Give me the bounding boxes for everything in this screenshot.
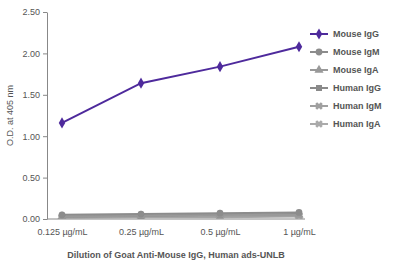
x-tick: 0.125 µg/mL <box>37 219 87 237</box>
y-axis: 0.00 0.50 1.00 1.50 2.00 2.50 <box>22 7 47 224</box>
legend-label: Mouse IgM <box>333 47 380 57</box>
point-marker <box>138 78 144 89</box>
point-marker <box>138 211 145 218</box>
y-tick: 1.00 <box>22 132 47 142</box>
y-axis-line <box>47 13 48 220</box>
legend-label: Human IgM <box>333 101 382 111</box>
legend-marker <box>316 85 322 91</box>
series-line <box>62 216 299 218</box>
legend-item: Mouse IgA <box>310 65 379 75</box>
series-line <box>62 212 299 214</box>
point-marker <box>57 211 66 219</box>
legend-marker <box>313 100 324 111</box>
point-marker <box>217 61 223 72</box>
legend-label: Mouse IgG <box>333 29 379 39</box>
y-tick-label: 2.50 <box>22 7 40 17</box>
point-marker <box>59 117 65 128</box>
legend-marker <box>314 65 323 73</box>
y-tick: 2.00 <box>22 49 47 59</box>
point-marker <box>136 210 145 218</box>
y-tick-label: 2.00 <box>22 49 40 59</box>
y-tick-label: 0.50 <box>22 173 40 183</box>
legend-marker <box>316 49 323 56</box>
x-tick-label: 1 µg/mL <box>283 227 316 237</box>
x-axis: 0.125 µg/mL 0.25 µg/mL 0.5 µg/mL 1 µg/mL <box>37 219 315 237</box>
point-marker <box>296 209 303 216</box>
legend-marker <box>316 28 322 39</box>
legend-label: Human IgG <box>333 83 381 93</box>
y-tick: 0.50 <box>22 173 47 183</box>
x-tick: 0.25 µg/mL <box>119 219 164 237</box>
legend-item: Human IgG <box>310 83 381 93</box>
plot-area <box>56 41 305 219</box>
y-tick-mark <box>43 95 47 96</box>
chart: 0.00 0.50 1.00 1.50 2.00 2.50 0.125 µg/mL 0.25 … <box>0 0 400 269</box>
series-line <box>62 47 299 123</box>
y-tick-mark <box>43 178 47 179</box>
point-marker <box>215 210 224 218</box>
y-tick-mark <box>43 12 47 13</box>
y-tick: 2.50 <box>22 7 47 17</box>
legend-item: Human IgA <box>310 118 381 129</box>
y-tick-label: 1.00 <box>22 132 40 142</box>
x-tick-label: 0.25 µg/mL <box>119 227 164 237</box>
legend-item: Mouse IgG <box>310 28 379 39</box>
x-tick: 0.5 µg/mL <box>200 219 240 237</box>
x-tick: 1 µg/mL <box>283 219 316 237</box>
point-marker <box>217 210 224 217</box>
y-tick: 1.50 <box>22 90 47 100</box>
x-axis-title: Dilution of Goat Anti-Mouse IgG, Human a… <box>67 250 285 260</box>
legend-label: Human IgA <box>333 119 381 129</box>
legend-item: Human IgM <box>310 100 382 111</box>
legend-label: Mouse IgA <box>333 65 379 75</box>
point-marker <box>59 211 66 218</box>
y-tick-label: 1.50 <box>22 90 40 100</box>
legend-marker <box>313 118 324 129</box>
point-marker <box>294 210 303 218</box>
y-tick-mark <box>43 53 47 54</box>
legend-item: Mouse IgM <box>310 47 380 57</box>
legend: Mouse IgG Mouse IgM Mouse IgA Human IgG Huma… <box>310 28 382 129</box>
x-tick-label: 0.5 µg/mL <box>200 227 240 237</box>
y-tick: 0.00 <box>22 214 47 224</box>
point-marker <box>296 41 302 52</box>
y-tick-mark <box>43 136 47 137</box>
y-axis-title: O.D. at 405 nm <box>5 85 15 146</box>
x-tick-label: 0.125 µg/mL <box>37 227 87 237</box>
y-tick-label: 0.00 <box>22 214 40 224</box>
y-tick-mark <box>43 219 47 220</box>
